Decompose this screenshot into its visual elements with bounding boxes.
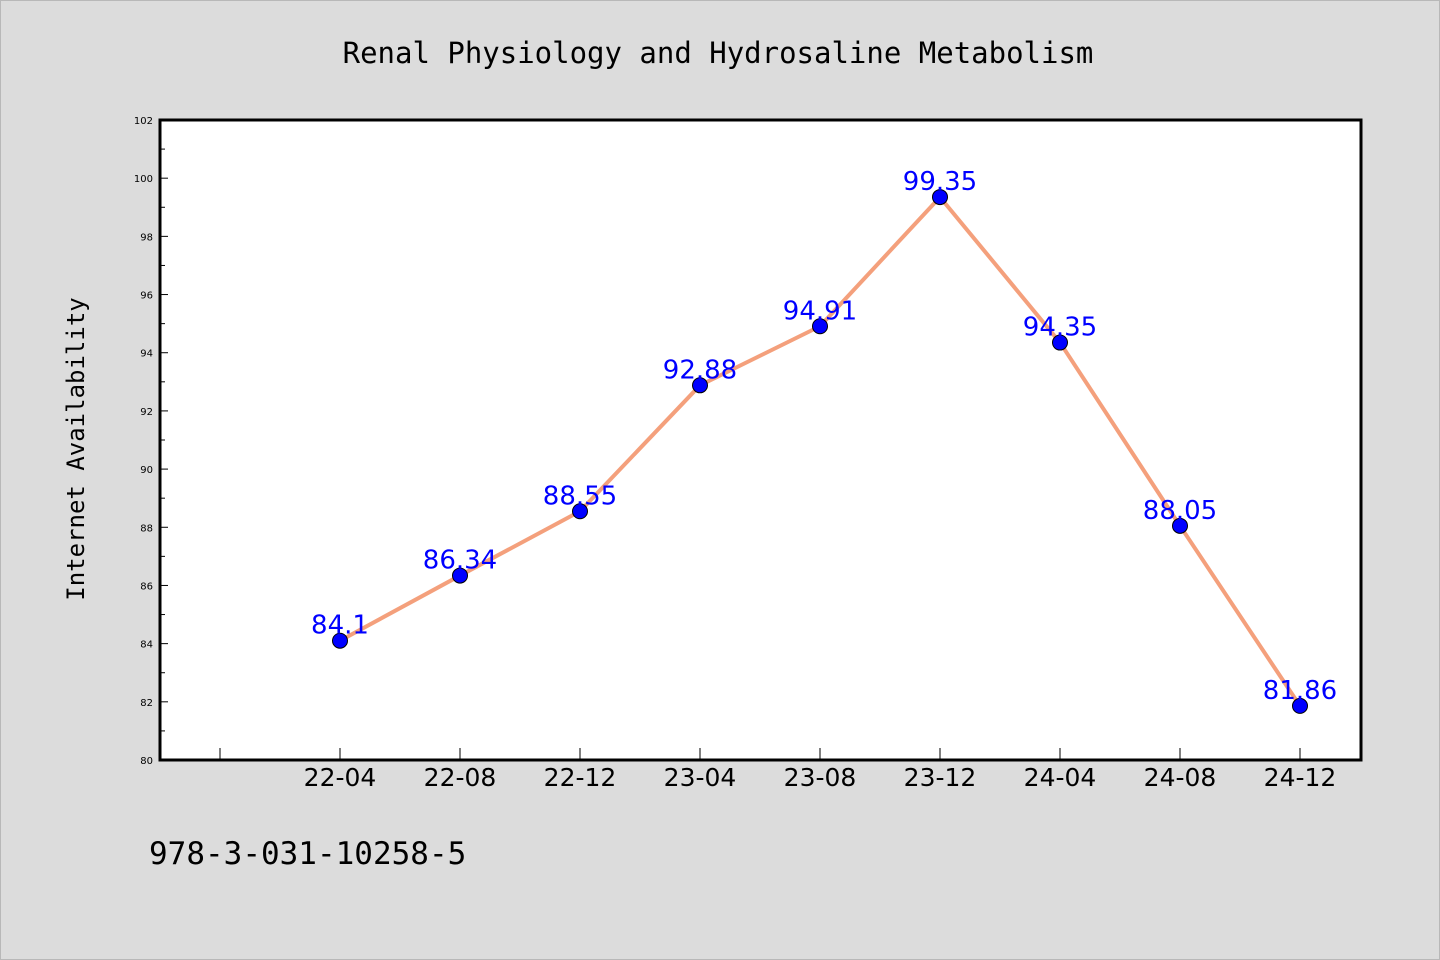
data-point [932,189,948,206]
y-tick-label: 90 [140,465,153,476]
data-point [692,377,708,394]
y-tick-label: 94 [140,349,153,360]
data-label: 99.35 [903,167,977,197]
y-tick-label: 80 [140,756,153,767]
x-axis-ticks: 22-04 22-08 22-12 23-04 23-08 23-12 24-04 24-08… [219,748,1337,792]
data-point [1292,697,1308,714]
data-point [452,567,468,584]
plot-area [158,118,1363,762]
data-point [812,318,828,335]
x-tick-label: 22-04 [304,763,377,792]
data-label: 88.05 [1143,496,1217,526]
y-tick-label: 82 [140,698,153,709]
data-label: 92.88 [663,355,737,385]
data-label: 81.86 [1263,676,1337,706]
x-tick-label: 22-12 [544,763,617,792]
data-point [332,632,348,649]
x-tick-label: 23-08 [784,763,857,792]
x-tick-label: 24-04 [1024,763,1097,792]
y-tick-label: 102 [134,116,153,127]
data-label: 84.1 [311,611,369,641]
y-tick-label: 92 [140,407,153,418]
data-label: 94.91 [783,296,857,326]
series-group: 84.1 86.34 88.55 92.88 94.91 99.35 94.35 88.05 8… [311,167,1337,714]
data-label: 94.35 [1023,313,1097,343]
y-tick-label: 84 [140,640,153,651]
y-tick-label: 96 [140,291,153,302]
y-tick-label: 100 [134,174,153,185]
x-tick-label: 22-08 [424,763,497,792]
x-tick-label: 23-04 [664,763,737,792]
data-label: 88.55 [543,481,617,511]
data-point [1172,517,1188,534]
y-tick-label: 88 [140,523,153,534]
data-label: 86.34 [423,546,497,576]
isbn-text: 978-3-031-10258-5 [149,836,466,872]
y-axis-label: Internet Availability [62,297,90,600]
y-axis-ticks: 80 82 84 86 88 90 92 94 96 98 100 102 [134,116,168,767]
y-tick-label: 98 [140,232,153,243]
chart-title: Renal Physiology and Hydrosaline Metabol… [343,36,1094,70]
x-tick-label: 24-12 [1264,763,1337,792]
x-tick-label: 23-12 [904,763,977,792]
data-point [1052,334,1068,351]
data-point [572,503,588,520]
x-tick-label: 24-08 [1144,763,1217,792]
y-tick-label: 86 [140,581,153,592]
